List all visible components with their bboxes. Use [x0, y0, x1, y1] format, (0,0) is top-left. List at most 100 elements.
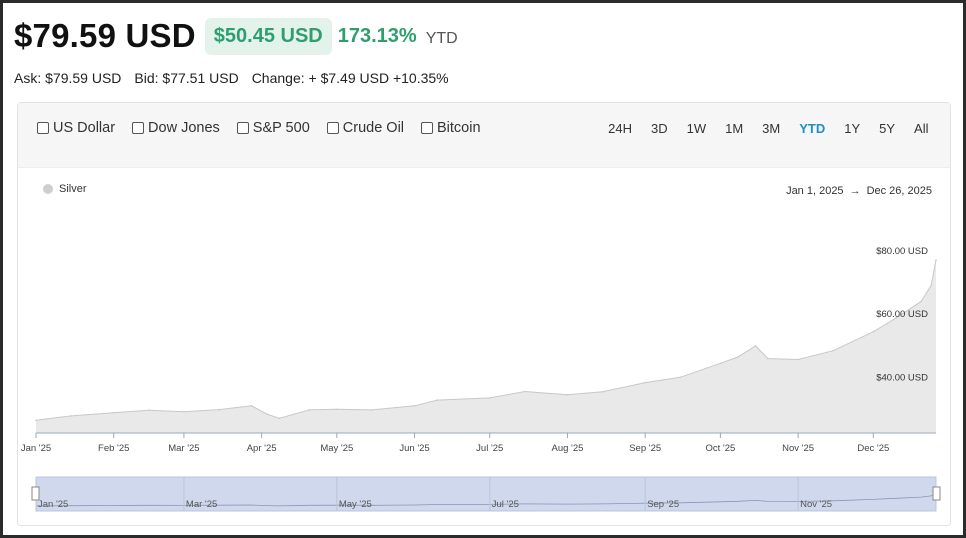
data-point	[265, 413, 268, 415]
range-ytd[interactable]: YTD	[799, 121, 826, 136]
checkbox[interactable]	[236, 122, 249, 134]
data-point	[278, 417, 281, 420]
navigator-series	[35, 493, 937, 507]
date-range: Jan 1, 2025 → Dec 26, 2025	[786, 185, 932, 197]
data-point	[930, 285, 932, 287]
date-range-start: Jan 1, 2025	[786, 185, 844, 197]
navigator-label: Nov '25	[800, 499, 832, 510]
compare-label: S&P 500	[252, 120, 310, 136]
navigator-right-handle	[932, 486, 941, 501]
range-1m[interactable]: 1M	[725, 121, 744, 136]
chart-toolbar: US Dollar Dow Jones S&P 500 Crude Oil Bi…	[18, 103, 950, 168]
data-point	[218, 408, 220, 411]
x-tick-label: Jun '25	[399, 443, 429, 454]
checkbox[interactable]	[421, 122, 434, 134]
data-point	[308, 409, 311, 411]
data-point	[920, 300, 922, 303]
data-point	[737, 356, 739, 358]
data-point	[872, 330, 875, 333]
price-chart[interactable]: $40.00 USD $60.00 USD $80.00 USD Jan '25 Feb…	[18, 103, 950, 525]
data-point	[797, 358, 799, 361]
x-tick-label: Dec '25	[857, 443, 889, 454]
y-tick-label: $40.00 USD	[876, 373, 928, 384]
range-1y[interactable]: 1Y	[844, 121, 861, 136]
x-tick-label: Oct '25	[705, 443, 735, 454]
range-all[interactable]: All	[914, 121, 929, 136]
data-point	[601, 391, 604, 393]
checkbox[interactable]	[37, 122, 49, 134]
x-tick-label: Jan '25	[21, 443, 51, 454]
compare-label: Dow Jones	[148, 120, 220, 136]
ask-price: Ask: $79.59 USD	[14, 70, 122, 86]
compare-label: US Dollar	[53, 120, 116, 136]
compare-us-dollar[interactable]: US Dollar	[37, 120, 115, 136]
change-percent: 173.13%	[337, 24, 417, 47]
daily-change: Change: + $7.49 USD +10.35%	[251, 70, 449, 86]
data-point	[371, 409, 373, 411]
navigator-label: Sep '25	[647, 499, 679, 510]
data-point	[566, 393, 569, 396]
price-header: $79.59 USD $50.45 USD 173.13% YTD	[14, 17, 458, 55]
y-tick-label: $80.00 USD	[876, 246, 928, 257]
data-point	[767, 357, 769, 360]
bid-price: Bid: $77.51 USD	[134, 70, 239, 86]
period-label: YTD	[425, 29, 458, 47]
x-tick-label: May '25	[320, 443, 353, 454]
y-tick-label: $60.00 USD	[876, 309, 928, 320]
navigator-label: Jan '25	[38, 499, 68, 510]
data-point	[935, 259, 937, 261]
data-point	[35, 419, 37, 422]
x-tick-label: Sep '25	[629, 443, 661, 454]
navigator-label: May '25	[339, 499, 372, 510]
compare-label: Bitcoin	[437, 120, 481, 136]
legend-label-silver: Silver	[59, 183, 87, 195]
range-selector: 24H 3D 1W 1M 3M YTD 1Y 5Y All	[599, 121, 938, 136]
arrow-right-icon: →	[849, 185, 861, 197]
data-point	[70, 415, 72, 417]
data-point	[679, 376, 682, 379]
x-tick-label: Feb '25	[98, 443, 129, 454]
x-tick-label: Nov '25	[782, 443, 814, 454]
data-point	[524, 390, 526, 393]
navigator-left-handle	[31, 486, 40, 501]
checkbox[interactable]	[132, 122, 145, 134]
checkbox[interactable]	[326, 122, 339, 134]
date-range-end: Dec 26, 2025	[866, 185, 932, 197]
navigator-label: Mar '25	[186, 499, 217, 510]
data-point	[112, 411, 115, 414]
compare-sp-500[interactable]: S&P 500	[236, 120, 310, 136]
change-amount-badge: $50.45 USD	[204, 17, 332, 55]
data-point	[148, 409, 150, 412]
x-tick-label: Jul '25	[476, 443, 503, 454]
quote-row: Ask: $79.59 USD Bid: $77.51 USD Change: …	[14, 70, 449, 86]
data-point	[489, 397, 491, 399]
data-point	[250, 405, 253, 407]
data-point	[832, 349, 834, 352]
data-point	[644, 381, 646, 384]
chart-panel: US Dollar Dow Jones S&P 500 Crude Oil Bi…	[17, 102, 951, 526]
data-point	[754, 345, 757, 347]
data-point	[336, 408, 338, 411]
range-24h[interactable]: 24H	[608, 121, 632, 136]
compare-label: Crude Oil	[342, 120, 405, 136]
compare-dow-jones[interactable]: Dow Jones	[132, 120, 220, 136]
data-point	[436, 399, 438, 401]
range-3m[interactable]: 3M	[762, 121, 781, 136]
data-point	[413, 405, 416, 407]
compare-crude-oil[interactable]: Crude Oil	[326, 120, 405, 136]
current-price: $79.59 USD	[14, 17, 196, 54]
x-tick-label: Aug '25	[552, 443, 584, 454]
data-point	[719, 362, 722, 365]
range-5y[interactable]: 5Y	[879, 121, 896, 136]
app-frame: $79.59 USD $50.45 USD 173.13% YTD Ask: $…	[3, 3, 963, 535]
chart-legend[interactable]: Silver	[43, 183, 87, 195]
series-area-silver	[36, 260, 936, 433]
x-tick-label: Apr '25	[247, 443, 277, 454]
range-1w[interactable]: 1W	[686, 121, 707, 136]
data-point	[183, 411, 185, 413]
compare-bitcoin[interactable]: Bitcoin	[421, 120, 481, 136]
x-tick-label: Mar '25	[168, 443, 199, 454]
range-3d[interactable]: 3D	[650, 121, 668, 136]
navigator-label: Jul '25	[492, 499, 519, 510]
compare-options: US Dollar Dow Jones S&P 500 Crude Oil Bi…	[37, 120, 481, 136]
